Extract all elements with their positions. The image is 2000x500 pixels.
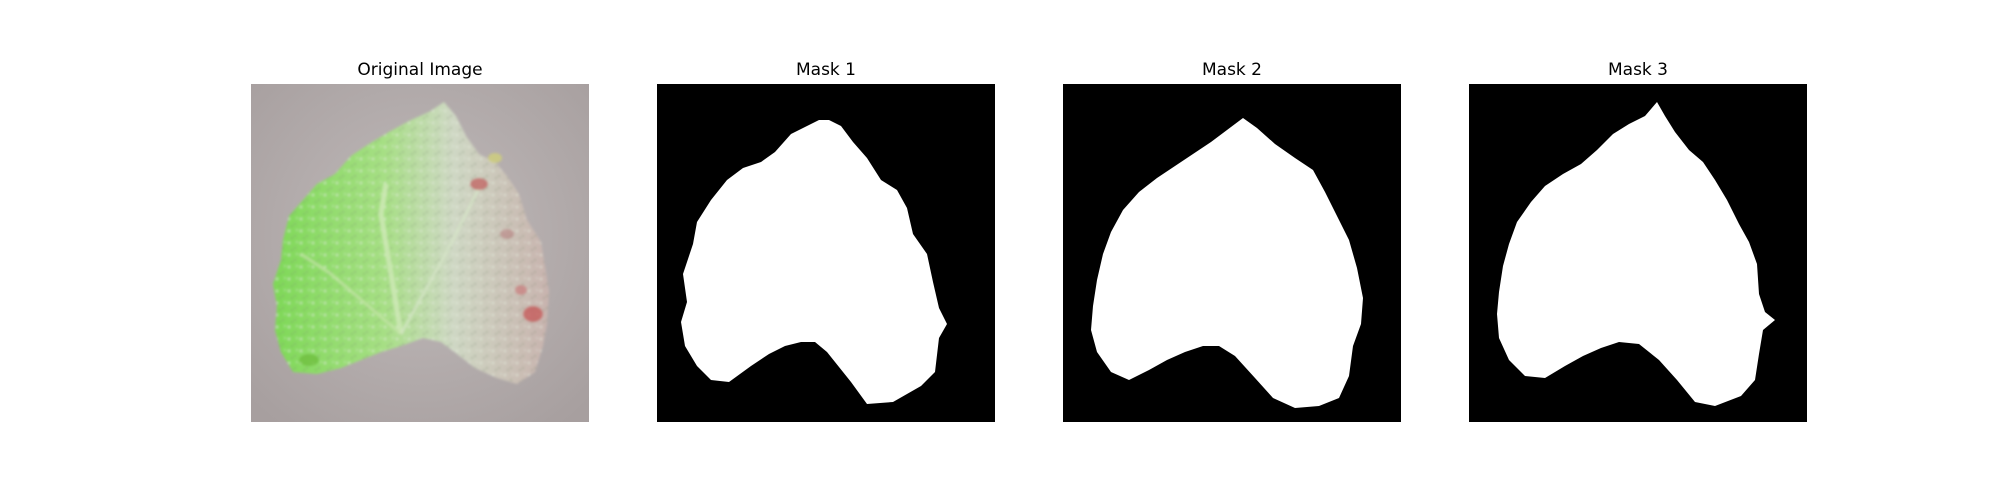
- mask-2-foreground: [1091, 118, 1363, 408]
- mask-3-title: Mask 3: [1607, 60, 1668, 80]
- mask-2-image: [1063, 84, 1401, 422]
- original-image-panel: Original Image: [251, 58, 589, 422]
- mask-3-image: [1469, 84, 1807, 422]
- original-image-title: Original Image: [357, 60, 483, 80]
- mask-1-foreground: [681, 120, 947, 404]
- mask-1-image: [657, 84, 995, 422]
- mask-3-panel: Mask 3: [1469, 58, 1807, 422]
- mask-1-panel: Mask 1: [657, 58, 995, 422]
- mask-3-foreground: [1497, 102, 1775, 406]
- mask-2-panel: Mask 2: [1063, 58, 1401, 422]
- mask-2-title: Mask 2: [1201, 60, 1262, 80]
- mask-1-title: Mask 1: [795, 60, 856, 80]
- original-leaf-photo: [251, 84, 589, 422]
